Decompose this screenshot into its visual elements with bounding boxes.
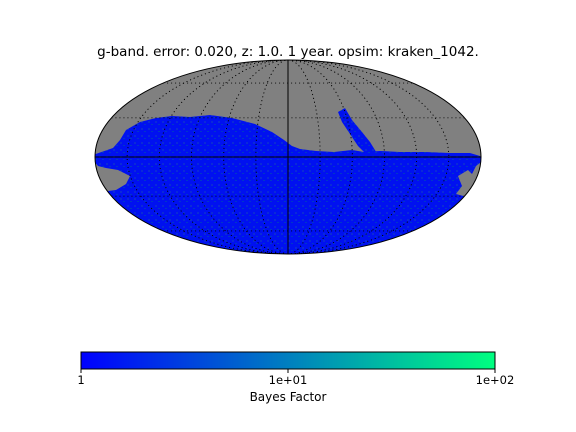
colorbar-tick-label: 1e+01 bbox=[269, 373, 308, 387]
chart-title: g-band. error: 0.020, z: 1.0. 1 year. op… bbox=[97, 44, 479, 60]
gray-pocket bbox=[458, 170, 474, 186]
observed-region bbox=[95, 115, 481, 254]
colorbar-tick-label: 1e+02 bbox=[476, 373, 515, 387]
colorbar: 1 1e+01 1e+02 Bayes Factor bbox=[77, 351, 515, 404]
colorbar-tick-label: 1 bbox=[77, 373, 84, 387]
colorbar-label: Bayes Factor bbox=[250, 390, 327, 404]
colorbar-gradient bbox=[80, 351, 496, 370]
sky-map-border bbox=[94, 59, 482, 255]
mollweide-sky-map bbox=[94, 59, 482, 255]
observed-strip-north bbox=[338, 108, 378, 156]
